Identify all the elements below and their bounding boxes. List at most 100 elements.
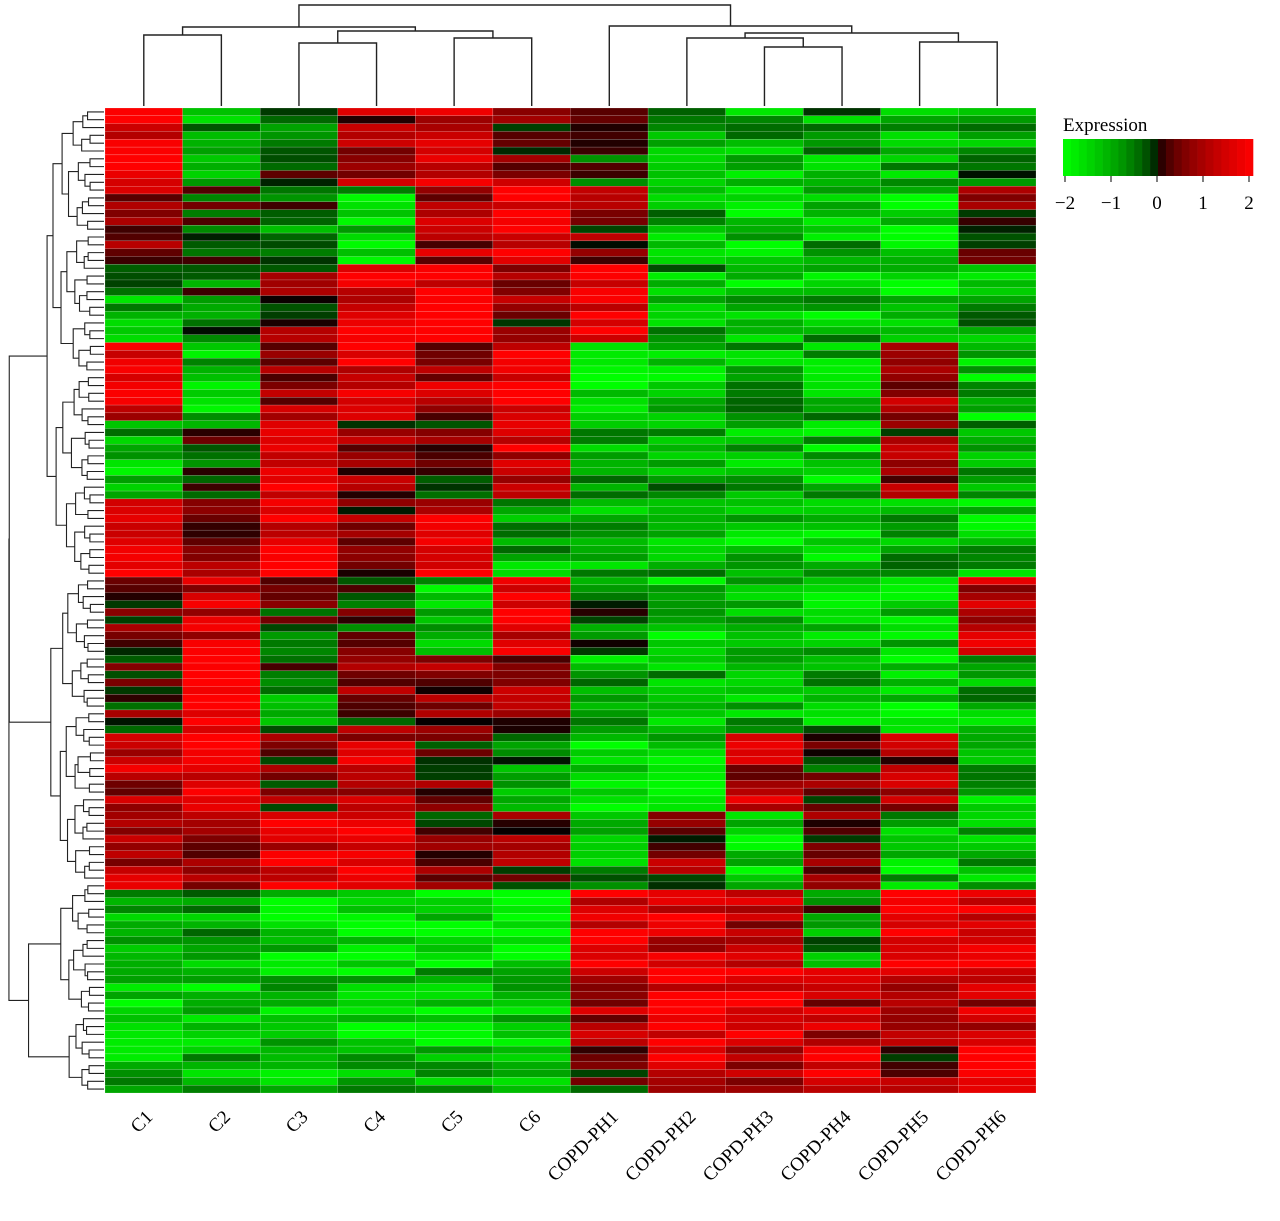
heatmap-cell — [880, 185, 959, 195]
heatmap-cell — [647, 670, 726, 679]
heatmap-cell — [182, 404, 261, 414]
heatmap-cell — [337, 529, 416, 539]
legend-swatch — [1078, 139, 1088, 176]
heatmap-cell — [725, 506, 804, 515]
heatmap-cell — [725, 647, 804, 656]
heatmap-cell — [958, 443, 1037, 453]
heatmap-cell — [259, 639, 338, 648]
heatmap-cell — [958, 584, 1037, 593]
dendrogram-link — [87, 510, 104, 519]
heatmap-cell — [725, 717, 804, 726]
heatmap-cell — [725, 834, 804, 844]
heatmap-cell — [182, 545, 261, 554]
heatmap-cell — [958, 694, 1037, 703]
heatmap-cell — [880, 592, 959, 601]
dendrogram-link — [87, 971, 104, 981]
heatmap-cell — [415, 162, 494, 171]
heatmap-cell — [182, 342, 261, 351]
heatmap-cell — [647, 952, 726, 961]
heatmap-cell — [880, 490, 959, 500]
heatmap-cell — [803, 944, 882, 953]
heatmap-cell — [259, 506, 338, 515]
heatmap-cell — [182, 123, 261, 132]
heatmap-cell — [958, 983, 1037, 992]
heatmap-cell — [182, 608, 261, 617]
heatmap-cell — [415, 217, 494, 226]
heatmap-cell — [725, 162, 804, 171]
heatmap-cell — [803, 264, 882, 273]
heatmap-cell — [259, 709, 338, 718]
dendrogram-link — [87, 674, 104, 684]
heatmap-cell — [415, 780, 494, 789]
dendrogram-link — [66, 818, 76, 862]
dendrogram-link — [75, 623, 88, 643]
heatmap-cell — [415, 225, 494, 234]
heatmap-cell — [492, 397, 571, 406]
heatmap-cell — [492, 561, 571, 570]
heatmap-cell — [492, 701, 571, 711]
heatmap-cell — [182, 795, 261, 804]
heatmap-cell — [337, 350, 416, 359]
heatmap-cell — [880, 991, 959, 1000]
heatmap-cell — [492, 529, 571, 539]
heatmap-cell — [415, 131, 494, 140]
heatmap-cell — [259, 225, 338, 234]
heatmap-cell — [880, 584, 959, 593]
heatmap-cell — [104, 123, 183, 132]
heatmap-cell — [337, 193, 416, 202]
heatmap-cell — [647, 1045, 726, 1055]
heatmap-cell — [570, 1061, 649, 1070]
heatmap-cell — [415, 905, 494, 914]
heatmap-cell — [337, 178, 416, 187]
legend-swatch — [1063, 139, 1072, 176]
heatmap-cell — [492, 178, 571, 187]
heatmap-cell — [415, 686, 494, 695]
heatmap-cell — [337, 1022, 416, 1031]
heatmap-cell — [880, 1030, 959, 1039]
heatmap-cell — [725, 475, 804, 484]
heatmap-cell — [337, 975, 416, 984]
heatmap-cell — [803, 866, 882, 875]
dendrogram-link — [88, 783, 104, 793]
heatmap-cell — [570, 256, 649, 265]
heatmap-cell — [958, 631, 1037, 640]
heatmap-cell — [725, 1006, 804, 1016]
heatmap-cell — [725, 905, 804, 914]
heatmap-cell — [647, 350, 726, 359]
heatmap-cell — [958, 1069, 1037, 1078]
heatmap-cell — [492, 1069, 571, 1078]
heatmap-cell — [492, 1085, 571, 1094]
dendrogram-link — [77, 756, 91, 774]
heatmap-cell — [104, 1085, 183, 1094]
heatmap-cell — [570, 529, 649, 539]
heatmap-cell — [570, 850, 649, 859]
heatmap-cell — [337, 553, 416, 562]
heatmap-cell — [647, 287, 726, 296]
dendrogram-link — [83, 728, 104, 742]
heatmap-cell — [492, 889, 571, 898]
heatmap-cell — [803, 1038, 882, 1047]
heatmap-cell — [880, 1045, 959, 1055]
heatmap-cell — [647, 748, 726, 758]
heatmap-cell — [104, 170, 183, 179]
heatmap-cell — [415, 647, 494, 656]
dendrogram-link — [87, 885, 104, 895]
heatmap-cell — [259, 428, 338, 437]
heatmap-cell — [415, 842, 494, 851]
heatmap-cell — [104, 490, 183, 500]
heatmap-cell — [880, 850, 959, 859]
heatmap-cell — [337, 576, 416, 586]
heatmap-cell — [725, 936, 804, 945]
heatmap-cell — [647, 561, 726, 570]
heatmap-cell — [104, 404, 183, 414]
heatmap-cell — [803, 467, 882, 476]
heatmap-cell — [104, 303, 183, 312]
heatmap-cell — [647, 897, 726, 906]
heatmap-cell — [492, 748, 571, 758]
heatmap-cell — [647, 412, 726, 421]
heatmap-cell — [415, 639, 494, 648]
heatmap-cell — [725, 139, 804, 148]
heatmap-cell — [259, 1030, 338, 1039]
heatmap-cell — [182, 631, 261, 640]
heatmap-cell — [259, 326, 338, 335]
